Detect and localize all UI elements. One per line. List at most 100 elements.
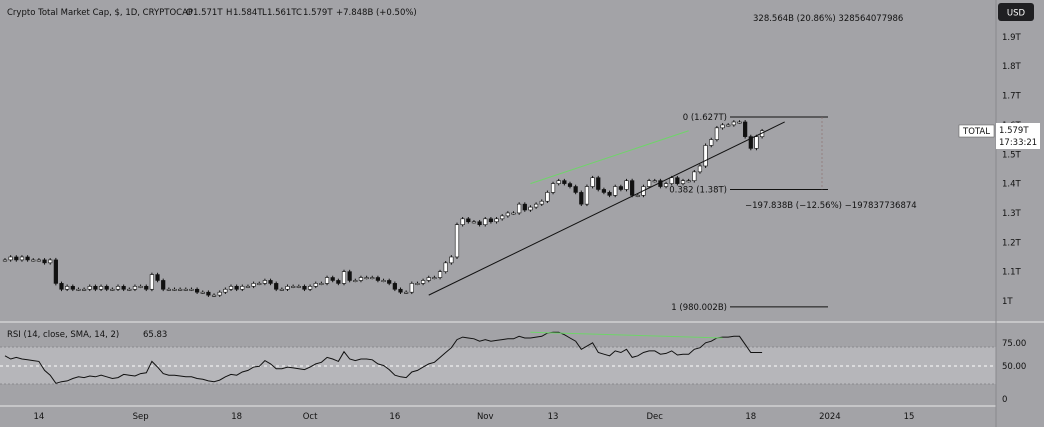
- candle-body: [528, 206, 533, 211]
- candle-body: [161, 280, 166, 290]
- candle-body: [517, 203, 522, 214]
- time-axis-tick: Nov: [477, 412, 494, 422]
- candle-body: [65, 286, 70, 290]
- candle-body: [195, 288, 200, 293]
- candle-body: [579, 192, 584, 205]
- candle-body: [121, 286, 126, 290]
- candle-body: [262, 280, 268, 284]
- candle-body: [511, 212, 516, 215]
- candle-body: [669, 177, 674, 184]
- candle-body: [358, 277, 364, 281]
- candle-body: [132, 286, 138, 290]
- candle-body: [189, 288, 194, 291]
- candle-body: [268, 280, 273, 284]
- candle-body: [432, 277, 437, 280]
- price-axis-tick: 1.7T: [1002, 92, 1022, 102]
- fib-level-label: 1 (980.002B): [671, 303, 727, 313]
- candle-body: [500, 215, 505, 220]
- candle-body: [149, 274, 155, 290]
- price-tag-value: 1.579T: [999, 126, 1029, 136]
- candle-body: [8, 256, 13, 261]
- candle-body: [477, 221, 482, 225]
- trend-lines[interactable]: [428, 121, 785, 296]
- candle-body: [449, 256, 454, 264]
- candle-body: [726, 124, 731, 127]
- price-axis-tick: 1.1T: [1002, 268, 1022, 278]
- candle-body: [217, 291, 222, 296]
- price-axis-tick: 1.2T: [1002, 238, 1022, 248]
- candle-body: [307, 286, 313, 290]
- candle-body: [596, 177, 601, 190]
- price-tag: [996, 123, 1040, 149]
- candle-body: [200, 291, 205, 294]
- price-axis-tick: 1T: [1002, 297, 1013, 307]
- candle-body: [155, 274, 160, 281]
- candle-body: [53, 259, 58, 284]
- time-axis-tick: 18: [231, 412, 242, 422]
- resistance-trend-line[interactable]: [530, 130, 689, 185]
- candle-body: [533, 203, 539, 208]
- candle-body: [341, 271, 347, 284]
- rsi-line: [4, 331, 763, 384]
- candle-body: [443, 262, 448, 272]
- candle-body: [59, 283, 64, 290]
- rsi-pane: [4, 331, 763, 384]
- low-value: 1.561T: [267, 8, 297, 18]
- candle-body: [697, 165, 703, 173]
- candles: [2, 120, 765, 297]
- candle-body: [98, 286, 104, 290]
- time-axis-tick: Oct: [303, 412, 318, 422]
- candle-body: [93, 286, 98, 290]
- candle-body: [613, 186, 618, 196]
- candle-body: [590, 177, 595, 187]
- candle-body: [178, 288, 183, 291]
- candle-body: [635, 195, 640, 197]
- candle-body: [743, 121, 748, 137]
- candle-body: [426, 277, 431, 281]
- rsi-value: 65.83: [143, 330, 167, 340]
- support-trend-line[interactable]: [428, 121, 785, 296]
- candle-body: [115, 286, 121, 290]
- candle-body: [387, 280, 392, 284]
- candle-body: [607, 192, 612, 196]
- open-label: O: [186, 8, 193, 18]
- time-axis[interactable]: 14 Sep 18 Oct 16 Nov 13 Dec 18 2024 15: [33, 412, 914, 422]
- candle-body: [25, 256, 30, 261]
- fibonacci-levels[interactable]: 0 (1.627T) 0.382 (1.38T) 1 (980.002B): [669, 113, 828, 313]
- candle-body: [223, 288, 228, 293]
- rsi-divergence-line[interactable]: [530, 331, 723, 339]
- symbol-title[interactable]: Crypto Total Market Cap, $, 1D, CRYPTOCA…: [7, 8, 193, 18]
- symbol-tag-label: TOTAL: [962, 127, 990, 137]
- candle-body: [313, 283, 318, 287]
- candle-body: [466, 218, 471, 223]
- candle-body: [82, 288, 87, 291]
- candle-body: [539, 200, 544, 205]
- candle-body: [87, 286, 92, 290]
- candle-body: [257, 283, 262, 285]
- candle-body: [2, 259, 8, 262]
- candle-body: [692, 171, 697, 181]
- price-axis-tick: 1.4T: [1002, 180, 1022, 190]
- candle-body: [392, 283, 397, 290]
- candle-body: [324, 277, 330, 284]
- currency-button[interactable]: [998, 3, 1034, 21]
- candle-body: [737, 121, 742, 124]
- candle-body: [709, 139, 714, 146]
- candle-body: [375, 277, 381, 281]
- time-axis-tick: 15: [904, 412, 915, 422]
- candle-body: [409, 283, 414, 293]
- candle-body: [285, 286, 290, 290]
- rsi-tick-0: 0: [1002, 395, 1007, 405]
- candle-body: [42, 259, 47, 264]
- candle-body: [274, 283, 279, 290]
- candle-body: [319, 283, 324, 285]
- candle-body: [703, 145, 708, 167]
- candle-body: [206, 291, 211, 296]
- rsi-title[interactable]: RSI (14, close, SMA, 14, 2): [7, 330, 119, 340]
- candle-body: [404, 291, 409, 294]
- rsi-tick-50: 50.00: [1002, 362, 1026, 372]
- candle-body: [562, 180, 567, 184]
- candle-body: [234, 286, 239, 290]
- high-label: H: [226, 8, 232, 18]
